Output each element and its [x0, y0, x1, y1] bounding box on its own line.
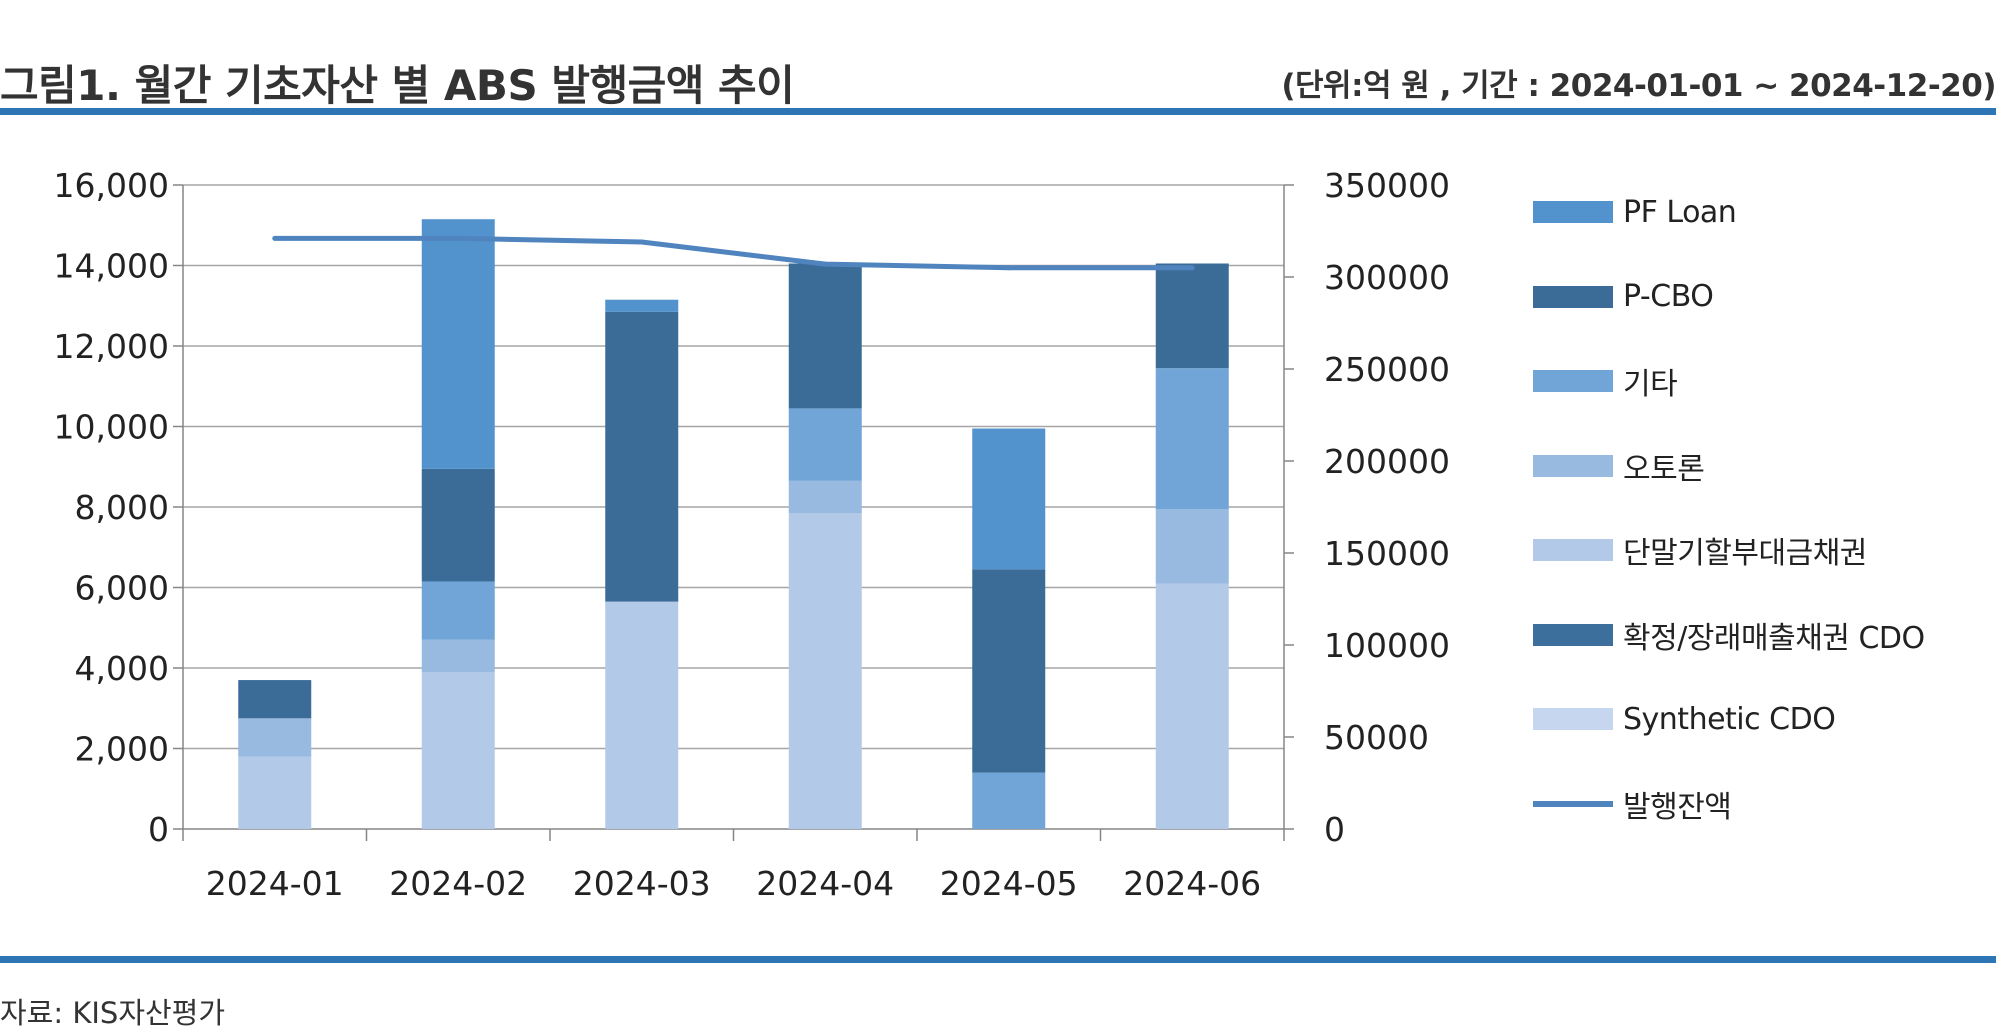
right-axis-tick-label: 0 — [1324, 810, 1345, 849]
right-axis-tick-label: 350000 — [1324, 166, 1450, 205]
bar-segment-auto-loan — [1155, 509, 1229, 584]
bar-segment-short-term-receivables — [421, 672, 495, 829]
legend-swatch — [1533, 454, 1613, 477]
left-axis-tick-label: 4,000 — [75, 649, 169, 688]
legend-label: PF Loan — [1623, 194, 1737, 230]
legend-label: 발행잔액 — [1623, 789, 1732, 825]
legend-label: 기타 — [1623, 367, 1678, 402]
outstanding-balance-point — [1006, 265, 1012, 271]
bar-segment-short-term-receivables — [1155, 583, 1229, 829]
legend-label: 단말기할부대금채권 — [1623, 536, 1867, 571]
x-axis-category-label: 2024-03 — [573, 864, 711, 903]
footer-rule — [0, 956, 1996, 963]
outstanding-balance-line — [274, 235, 1193, 271]
legend-label: Synthetic CDO — [1623, 701, 1836, 737]
bar-segment-p-cbo — [421, 468, 495, 582]
bar-segment-etc — [1155, 368, 1229, 510]
legend-item-p-cbo: P-CBO — [1533, 277, 1714, 317]
left-axis-tick-label: 12,000 — [54, 327, 169, 366]
left-axis-tick-label: 10,000 — [54, 408, 169, 447]
legend-swatch — [1533, 800, 1613, 807]
left-axis-tick-label: 16,000 — [54, 166, 169, 205]
bar-segment-p-cbo — [1155, 263, 1229, 369]
bar-segment-p-cbo — [788, 263, 862, 409]
legend-swatch — [1533, 370, 1613, 392]
header-rule — [0, 108, 1996, 115]
bar-segment-etc — [421, 581, 495, 640]
bar-segment-short-term-receivables — [605, 601, 679, 829]
unit-period-note: (단위:억 원 , 기간 : 2024-01-01 ~ 2024-12-20) — [1281, 68, 1996, 104]
legend-item-synthetic-cdo: Synthetic CDO — [1533, 699, 1836, 739]
legend-item-pf-loan: PF Loan — [1533, 192, 1737, 232]
legend-label: 확정/장래매출채권 CDO — [1623, 620, 1925, 656]
right-axis-tick-label: 250000 — [1324, 350, 1450, 389]
left-axis-tick-label: 6,000 — [75, 569, 169, 608]
bar-segment-auto-loan — [421, 639, 495, 673]
legend-item-outstanding: 발행잔액 — [1533, 784, 1732, 825]
outstanding-balance-point — [455, 235, 461, 241]
bar-segment-p-cbo — [238, 680, 312, 719]
outstanding-balance-point — [272, 235, 278, 241]
right-axis-tick-label: 100000 — [1324, 626, 1450, 665]
bar-segment-etc — [788, 408, 862, 481]
legend-item-short-term-receivables: 단말기할부대금채권 — [1533, 530, 1867, 571]
outstanding-balance-point — [1189, 265, 1195, 271]
bar-segment-p-cbo — [972, 569, 1046, 773]
bar-segment-auto-loan — [788, 480, 862, 514]
legend-item-fixed-future-receivables-cdo: 확정/장래매출채권 CDO — [1533, 615, 1925, 656]
right-axis-tick-label: 150000 — [1324, 534, 1450, 573]
outstanding-balance-point — [639, 239, 645, 245]
legend-swatch — [1533, 285, 1613, 308]
x-axis-category-label: 2024-06 — [1123, 864, 1261, 903]
legend-swatch — [1533, 623, 1613, 646]
bar-segment-pf-loan — [972, 428, 1046, 570]
legend-item-auto-loan: 오토론 — [1533, 446, 1705, 487]
outstanding-balance-point — [822, 261, 828, 267]
bar-segment-short-term-receivables — [788, 513, 862, 829]
legend-swatch — [1533, 539, 1613, 561]
right-axis-tick-label: 200000 — [1324, 442, 1450, 481]
legend-label: P-CBO — [1623, 279, 1714, 314]
left-axis-tick-label: 8,000 — [75, 488, 169, 527]
x-axis-category-label: 2024-01 — [206, 864, 344, 903]
right-axis-tick-label: 50000 — [1324, 718, 1429, 757]
legend-item-etc: 기타 — [1533, 361, 1678, 402]
x-axis-category-label: 2024-04 — [756, 864, 894, 903]
bar-segment-short-term-receivables — [238, 756, 312, 829]
abs-issuance-chart: 0 2,000 4,000 6,000 8,000 10,000 12,000 14,000 1… — [54, 166, 1450, 903]
left-axis-tick-label: 0 — [148, 810, 169, 849]
right-axis-tick-label: 300000 — [1324, 258, 1450, 297]
bar-segment-pf-loan — [421, 219, 495, 469]
legend-swatch — [1533, 708, 1613, 730]
chart-title: 그림1. 월간 기초자산 별 ABS 발행금액 추이 — [0, 61, 795, 110]
source-note: 자료: KIS자산평가 — [0, 996, 226, 1030]
left-axis-tick-label: 14,000 — [54, 247, 169, 286]
x-axis-category-label: 2024-02 — [389, 864, 527, 903]
bar-segment-etc — [972, 772, 1046, 829]
bar-segment-pf-loan — [605, 299, 679, 312]
legend-label: 오토론 — [1623, 451, 1705, 487]
left-axis-tick-label: 2,000 — [75, 730, 169, 769]
bar-segment-auto-loan — [238, 718, 312, 757]
legend-swatch — [1533, 201, 1613, 223]
bar-segment-p-cbo — [605, 311, 679, 602]
x-axis-category-label: 2024-05 — [940, 864, 1078, 903]
